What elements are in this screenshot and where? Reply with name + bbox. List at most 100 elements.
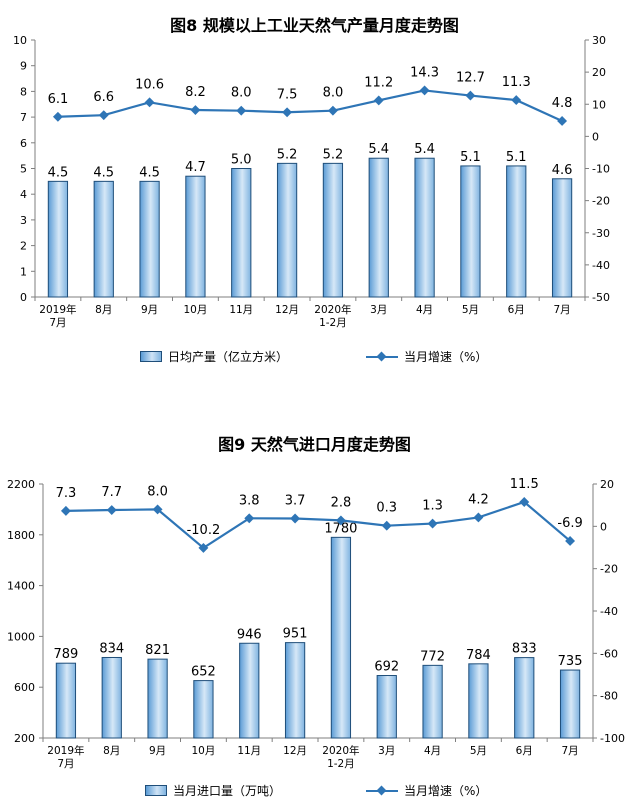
line-point-marker [465, 90, 476, 101]
legend-label: 日均产量（亿立方米） [168, 350, 289, 364]
y2-tick-label: -40 [592, 259, 610, 272]
y2-tick-label: 20 [592, 66, 606, 79]
chart-legend: 日均产量（亿立方米） 当月增速（%） [0, 348, 629, 368]
y-tick-label: 600 [14, 681, 35, 694]
line-point-marker [335, 515, 346, 526]
y-tick-label: 1 [20, 265, 27, 278]
x-tick-label: 3月 [378, 745, 395, 757]
bar-data-label: 5.4 [368, 142, 389, 157]
bar-data-label: 692 [374, 660, 399, 675]
y-tick-label: 4 [20, 188, 27, 201]
bar-data-label: 789 [54, 647, 79, 662]
y2-tick-label: 0 [592, 130, 599, 143]
chart-title: 图8 规模以上工业天然气产量月度走势图 [170, 16, 459, 35]
bar-data-label: 5.2 [277, 147, 298, 162]
bar-data-label: 735 [558, 654, 583, 669]
y2-tick-label: -50 [592, 291, 610, 304]
y2-tick-label: 10 [592, 98, 606, 111]
x-tick-label: 8月 [103, 745, 120, 757]
line-data-label: 8.0 [147, 484, 168, 499]
legend-line-swatch [366, 352, 398, 362]
bar [55, 662, 77, 739]
line-data-label: 7.7 [101, 485, 122, 500]
bar [376, 675, 397, 739]
line-data-label: 11.5 [510, 477, 539, 492]
line-data-label: 7.5 [277, 87, 298, 102]
chart-gas-production: 图8 规模以上工业天然气产量月度走势图 0 1 2 3 4 5 6 7 8 9 10 -50 -40 -3… [0, 0, 629, 385]
y-tick-label: 1400 [7, 580, 35, 593]
y-tick-label: 6 [20, 137, 27, 150]
bar [101, 656, 122, 739]
bar [185, 175, 206, 298]
line-point-marker [290, 513, 301, 524]
chart-gas-import: 图9 天然气进口月度走势图 200 600 1000 1400 1800 2200 -100… [0, 420, 629, 806]
bar-data-label: 5.2 [323, 147, 344, 162]
chart-legend: 当月进口量（万吨） 当月增速（%） [0, 782, 629, 802]
bar [284, 642, 306, 739]
x-tick-label: 2020年 [322, 744, 359, 757]
legend-item-bar: 当月进口量（万吨） [145, 782, 281, 799]
bar [506, 165, 527, 298]
chart-canvas: 0 1 2 3 4 5 6 7 8 9 10 -50 -40 -30 -20 -10 0 10 20 30 4.5 4.5… [13, 34, 610, 329]
y2-tick-label: 20 [600, 478, 614, 491]
y-tick-label: 200 [14, 732, 35, 745]
x-tick-label: 12月 [283, 745, 307, 757]
y-tick-label: 2 [20, 240, 27, 253]
line-point-marker [511, 95, 522, 106]
legend-bar-swatch [145, 785, 167, 796]
bar [239, 642, 260, 739]
line-point-marker [427, 518, 438, 529]
bar-data-label: 1780 [324, 521, 357, 536]
x-tick-label: 6月 [516, 745, 533, 757]
line-data-label: 11.2 [364, 75, 393, 90]
y2-tick-label: -20 [592, 195, 610, 208]
line-point-marker [152, 504, 163, 515]
bar [276, 162, 298, 298]
bar-data-label: 946 [237, 627, 262, 642]
y2-tick-label: -20 [600, 563, 618, 576]
y2-tick-label: -40 [600, 605, 618, 618]
y2-tick-label: -100 [600, 732, 625, 745]
chart-canvas: 200 600 1000 1400 1800 2200 -100 -80 -60 -40 -20 0 2… [7, 477, 625, 770]
x-tick-label: 1-2月 [319, 317, 347, 329]
x-tick-label: 11月 [229, 304, 253, 316]
bar-data-label: 4.5 [139, 165, 160, 180]
bar [551, 178, 573, 298]
bar-data-label: 5.4 [414, 142, 435, 157]
bar [468, 663, 489, 739]
line-data-label: 6.6 [93, 90, 114, 105]
y-tick-label: 9 [20, 60, 27, 73]
legend-label: 当月增速（%） [404, 350, 488, 364]
bar-data-label: 652 [191, 665, 216, 680]
x-tick-label: 5月 [470, 745, 487, 757]
line-data-label: 4.2 [468, 492, 489, 507]
line-point-marker [419, 85, 430, 96]
legend-label: 当月进口量（万吨） [173, 784, 282, 798]
x-tick-label: 7月 [561, 745, 578, 757]
line-data-label: 11.3 [502, 75, 531, 90]
bar [93, 180, 114, 298]
line-point-marker [190, 105, 201, 115]
y-tick-label: 8 [20, 85, 27, 98]
bar-data-label: 834 [99, 641, 124, 656]
legend-line-swatch [366, 786, 398, 796]
bar-data-label: 4.5 [48, 165, 69, 180]
x-tick-label: 5月 [462, 304, 479, 316]
bar [330, 536, 352, 739]
line-point-marker [373, 95, 384, 106]
bar-data-label: 5.0 [231, 153, 252, 168]
y-tick-label: 1000 [7, 630, 35, 643]
line-data-label: -6.9 [557, 516, 582, 531]
bar [193, 680, 214, 739]
y-tick-label: 5 [20, 163, 27, 176]
line-data-label: 14.3 [410, 65, 439, 80]
x-tick-label: 3月 [370, 304, 387, 316]
line-point-marker [282, 107, 293, 118]
y2-tick-label: -60 [600, 647, 618, 660]
chart-title: 图9 天然气进口月度走势图 [218, 435, 411, 454]
line-point-marker [473, 512, 484, 523]
x-tick-label: 8月 [95, 304, 112, 316]
line-data-label: 12.7 [456, 71, 485, 86]
y-tick-label: 3 [20, 214, 27, 227]
bar-data-label: 833 [512, 642, 537, 657]
